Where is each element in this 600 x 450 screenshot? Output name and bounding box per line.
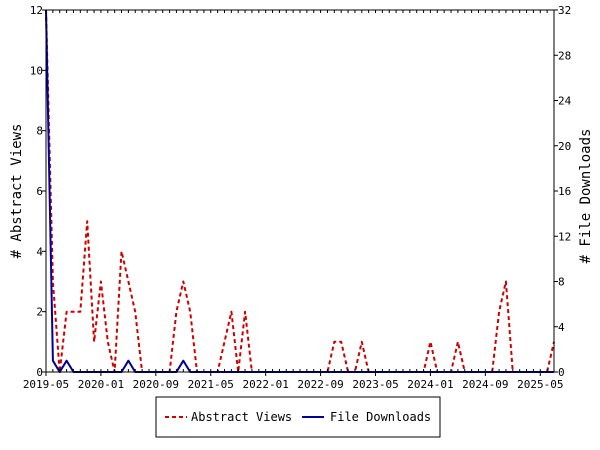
x-tick-label: 2024-01 [407,378,453,391]
left-y-tick-label: 0 [36,366,43,379]
left-y-tick-label: 2 [36,306,43,319]
right-y-tick-label: 32 [558,4,571,17]
x-tick-label: 2023-05 [352,378,398,391]
legend: Abstract Views File Downloads [155,396,441,438]
x-tick-label: 2022-09 [297,378,343,391]
right-axis-title: # File Downloads [578,129,594,264]
right-y-tick-label: 12 [558,230,571,243]
x-tick-label: 2025-05 [517,378,563,391]
axes-layer: 2019-05 2020-01 2020-09 2021-05 2022-01 2022-… [23,4,572,391]
x-tick-label: 2022-01 [242,378,288,391]
left-y-tick-label: 6 [36,185,43,198]
legend-box [155,396,441,438]
legend-label-file-downloads: File Downloads [330,410,431,424]
right-y-tick-label: 20 [558,140,571,153]
right-y-tick-label: 0 [558,366,565,379]
left-axis-title: # Abstract Views [9,124,25,259]
left-y-tick-label: 12 [30,4,43,17]
series-line-abstract-views [45,9,555,373]
x-tick-label: 2019-05 [23,378,69,391]
x-tick-label: 2020-09 [133,378,179,391]
right-y-tick-label: 4 [558,321,565,334]
right-y-tick-label: 24 [558,95,572,108]
right-y-tick-label: 16 [558,185,571,198]
left-y-tick-label: 10 [30,64,43,77]
right-y-tick-label: 8 [558,276,565,289]
x-tick-label: 2020-01 [78,378,124,391]
right-y-tick-label: 28 [558,49,571,62]
legend-label-abstract-views: Abstract Views [191,410,292,424]
left-y-tick-label: 4 [36,245,43,258]
x-tick-label: 2024-09 [462,378,508,391]
left-y-tick-label: 8 [36,125,43,138]
x-tick-label: 2021-05 [188,378,234,391]
